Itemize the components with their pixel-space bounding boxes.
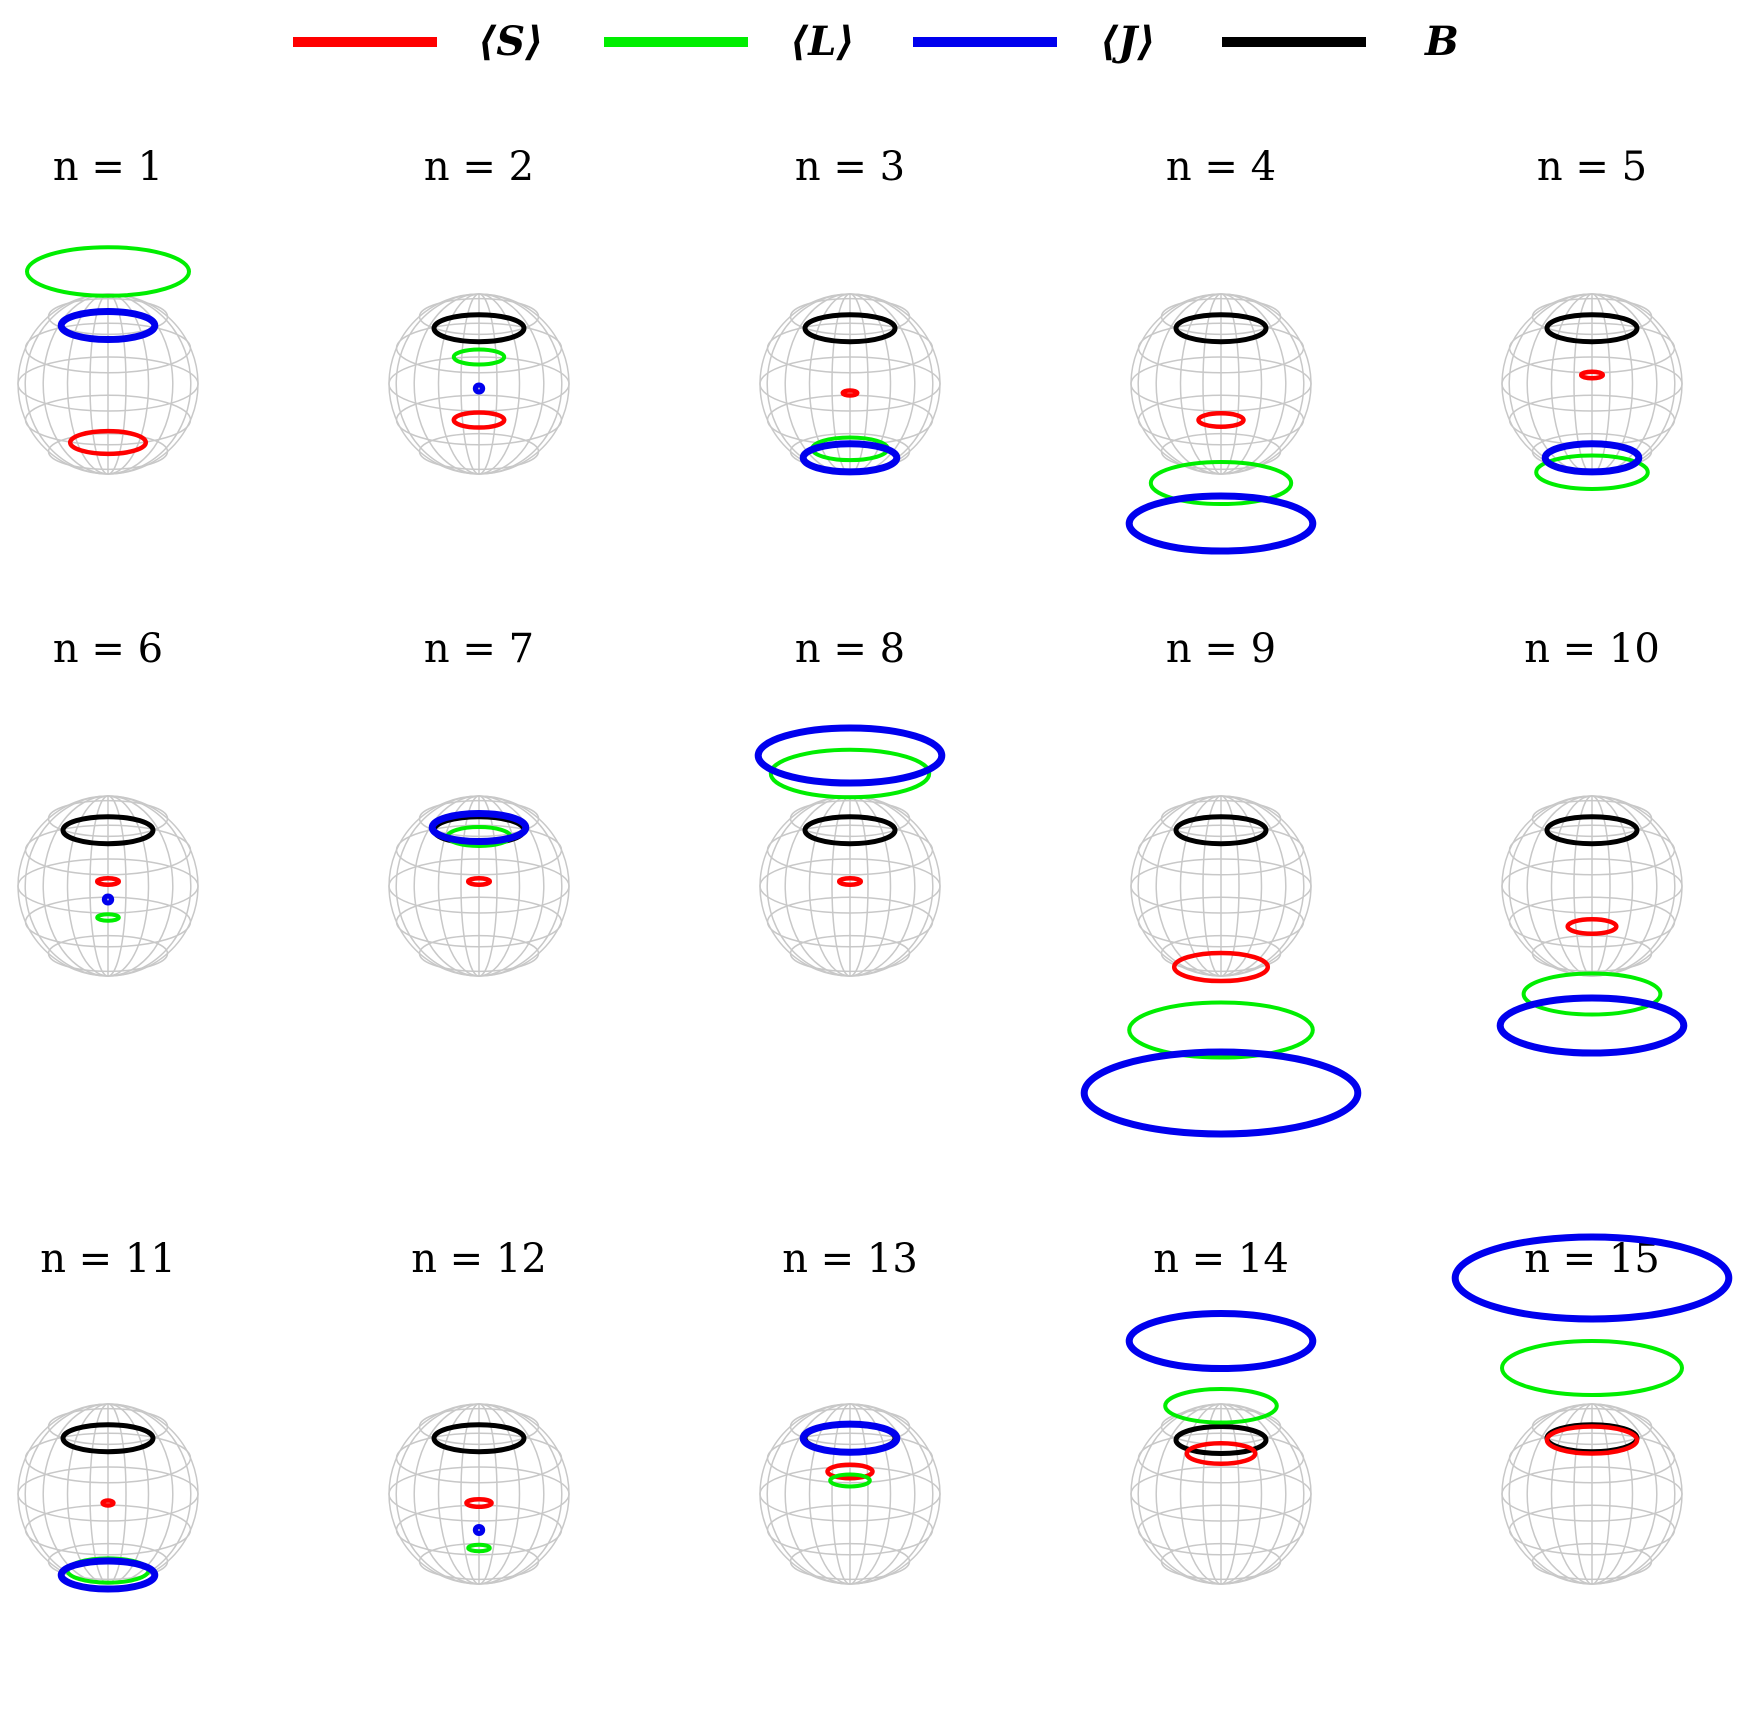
precession-circle-j bbox=[1451, 1233, 1733, 1323]
precession-circle-b bbox=[431, 312, 527, 345]
panel-title: n = 1 bbox=[53, 144, 163, 190]
panel-8: n = 8 bbox=[754, 626, 946, 977]
precession-circle-s bbox=[100, 1498, 116, 1508]
sphere-wireframe bbox=[1501, 795, 1683, 977]
precession-circle-l bbox=[1127, 1000, 1315, 1060]
precession-circle-j bbox=[1080, 1048, 1362, 1138]
panel-title: n = 5 bbox=[1537, 144, 1647, 190]
precession-circle-s bbox=[1544, 1424, 1640, 1456]
panel-title: n = 11 bbox=[40, 1236, 176, 1282]
sphere-wireframe bbox=[1501, 1403, 1683, 1585]
precession-circle-l bbox=[466, 1542, 492, 1554]
panel-6: n = 6 bbox=[17, 626, 199, 977]
precession-circle-j bbox=[472, 382, 486, 395]
precession-circle-s bbox=[840, 388, 860, 398]
panel-12: n = 12 bbox=[388, 1236, 570, 1585]
sphere-wireframe bbox=[759, 293, 941, 475]
panel-title: n = 4 bbox=[1166, 144, 1276, 190]
precession-circle-b bbox=[802, 312, 898, 345]
precession-circle-s bbox=[1578, 369, 1606, 381]
precession-circle-j bbox=[57, 307, 159, 344]
sphere-wireframe bbox=[388, 1403, 570, 1585]
precession-circle-j bbox=[472, 1524, 486, 1536]
panel-7: n = 7 bbox=[388, 626, 570, 977]
panel-9: n = 9 bbox=[1080, 626, 1362, 1138]
legend-label-b: B bbox=[1424, 18, 1459, 65]
panel-1: n = 1 bbox=[17, 144, 199, 475]
precession-circle-j bbox=[1496, 994, 1688, 1057]
sphere-wireframe bbox=[1130, 1403, 1312, 1585]
precession-circle-s bbox=[1171, 950, 1271, 984]
precession-circle-b bbox=[1173, 814, 1269, 847]
precession-circle-l bbox=[1148, 459, 1294, 507]
precession-circle-b bbox=[1173, 312, 1269, 345]
precession-circle-s bbox=[1184, 1440, 1258, 1467]
precession-circle-l bbox=[95, 912, 121, 923]
precession-circle-j bbox=[1125, 1309, 1317, 1373]
precession-circle-s bbox=[451, 410, 507, 430]
precession-circle-s bbox=[465, 876, 493, 887]
precession-circle-l bbox=[1521, 971, 1663, 1017]
panel-15: n = 15 bbox=[1451, 1233, 1733, 1585]
panel-4: n = 4 bbox=[1125, 144, 1317, 555]
precession-circle-b bbox=[1544, 814, 1640, 847]
precession-circle-j bbox=[799, 1420, 901, 1456]
precession-circle-s bbox=[94, 876, 122, 887]
precession-circle-l bbox=[1534, 453, 1650, 491]
sphere-wireframe bbox=[1130, 293, 1312, 475]
precession-circle-s bbox=[67, 428, 149, 457]
precession-circle-s bbox=[1196, 411, 1246, 429]
precession-circle-j bbox=[428, 809, 530, 846]
precession-circle-j bbox=[101, 893, 115, 906]
panel-13: n = 13 bbox=[759, 1236, 941, 1585]
panel-title: n = 9 bbox=[1166, 626, 1276, 672]
precession-circle-b bbox=[431, 1422, 527, 1455]
precession-circle-l bbox=[768, 747, 932, 800]
precession-circle-j bbox=[754, 724, 946, 787]
legend: ⟨S⟩ ⟨L⟩ ⟨J⟩ B bbox=[293, 18, 1459, 65]
precession-circle-s bbox=[464, 1496, 494, 1510]
sphere-wireframe bbox=[17, 293, 199, 475]
panel-14: n = 14 bbox=[1125, 1236, 1317, 1585]
panel-title: n = 2 bbox=[424, 144, 534, 190]
precession-circle-b bbox=[60, 1422, 156, 1455]
panel-5: n = 5 bbox=[1501, 144, 1683, 491]
panel-title: n = 8 bbox=[795, 626, 905, 672]
precession-circle-s bbox=[825, 1462, 875, 1481]
panel-title: n = 7 bbox=[424, 626, 534, 672]
precession-circle-b bbox=[1544, 312, 1640, 345]
precession-circle-l bbox=[451, 347, 507, 367]
precession-circle-j bbox=[1541, 440, 1643, 476]
precession-circle-l bbox=[1500, 1339, 1684, 1397]
panel-title: n = 15 bbox=[1524, 1236, 1660, 1282]
precession-circle-l bbox=[828, 1472, 872, 1489]
panel-title: n = 6 bbox=[53, 626, 163, 672]
panel-10: n = 10 bbox=[1496, 626, 1688, 1057]
precession-circle-l bbox=[25, 245, 191, 298]
precession-circle-b bbox=[1173, 1424, 1269, 1456]
panel-title: n = 13 bbox=[782, 1236, 918, 1282]
precession-circle-b bbox=[802, 814, 898, 847]
precession-circle-j bbox=[799, 440, 901, 476]
precession-circle-j bbox=[57, 1557, 159, 1593]
panel-3: n = 3 bbox=[759, 144, 941, 476]
sphere-wireframe bbox=[1130, 795, 1312, 977]
panels: n = 1 n = 2 n = 3 n = 4 n = 5 n = 6 n = 7 n = 8… bbox=[17, 144, 1733, 1593]
sphere-wireframe bbox=[759, 1403, 941, 1585]
panel-11: n = 11 bbox=[17, 1236, 199, 1593]
precession-circle-s bbox=[836, 876, 864, 887]
legend-label-l: ⟨L⟩ bbox=[790, 18, 855, 65]
panel-2: n = 2 bbox=[388, 144, 570, 475]
legend-label-s: ⟨S⟩ bbox=[478, 18, 543, 65]
precession-circle-j bbox=[1125, 492, 1317, 555]
precession-circle-b bbox=[60, 814, 156, 847]
precession-circle-l bbox=[1163, 1387, 1279, 1425]
panel-title: n = 12 bbox=[411, 1236, 547, 1282]
panel-title: n = 3 bbox=[795, 144, 905, 190]
legend-label-j: ⟨J⟩ bbox=[1100, 18, 1156, 65]
panel-title: n = 14 bbox=[1153, 1236, 1289, 1282]
precession-circle-s bbox=[1565, 916, 1619, 937]
panel-title: n = 10 bbox=[1524, 626, 1660, 672]
